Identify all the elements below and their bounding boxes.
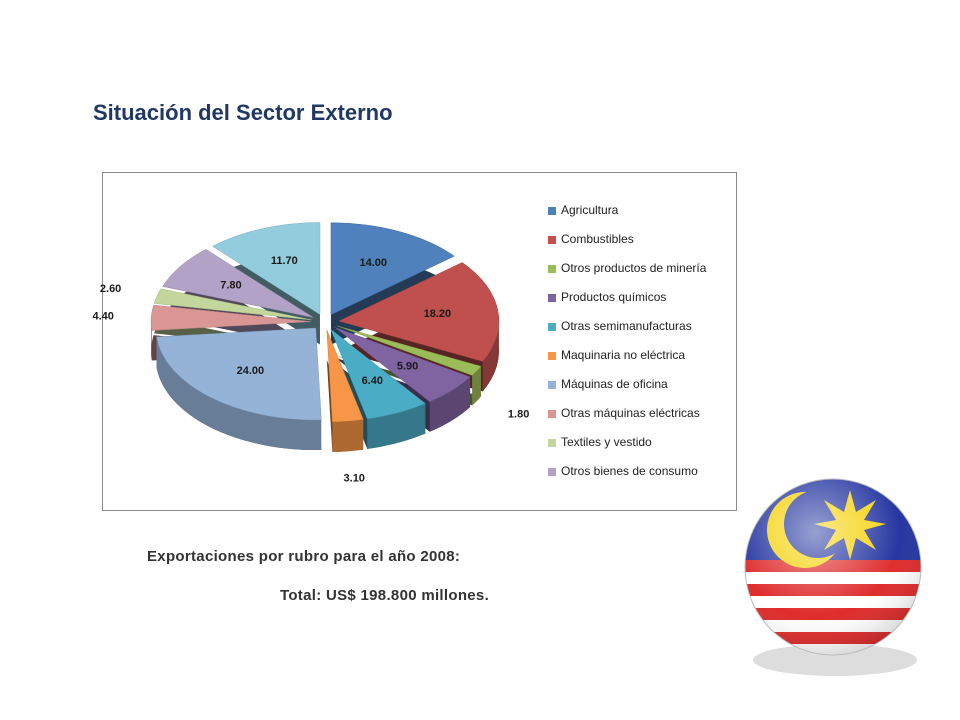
slice bbox=[338, 262, 500, 362]
legend-swatch bbox=[548, 352, 556, 360]
slice bbox=[150, 304, 312, 331]
slice-side bbox=[482, 321, 499, 392]
slice bbox=[330, 328, 426, 420]
data-label: 24.00 bbox=[237, 365, 265, 377]
legend-swatch bbox=[548, 236, 556, 244]
data-label: 1.80 bbox=[508, 408, 529, 420]
data-label: 14.00 bbox=[359, 257, 387, 269]
legend-swatch bbox=[548, 468, 556, 476]
slice-side bbox=[151, 321, 152, 361]
data-label: 11.70 bbox=[271, 255, 298, 267]
legend-label: Maquinaria no eléctrica bbox=[561, 348, 685, 362]
legend-swatch bbox=[548, 265, 556, 273]
pie-chart: 14.00 18.20 1.80 5.90 6.40 3.10 24.00 4.40 2.60 7… bbox=[92, 203, 706, 484]
legend-label: Agricultura bbox=[561, 203, 619, 217]
legend-label: Textiles y vestido bbox=[561, 435, 652, 449]
legend-swatch bbox=[548, 439, 556, 447]
slice bbox=[162, 249, 314, 318]
slice bbox=[337, 325, 482, 376]
data-label: 6.40 bbox=[362, 375, 383, 387]
slice bbox=[330, 222, 455, 316]
legend-label: Otros bienes de consumo bbox=[561, 464, 698, 478]
legend-swatch bbox=[548, 381, 556, 389]
slice bbox=[156, 327, 322, 421]
legend-swatch bbox=[548, 294, 556, 302]
legend-label: Productos químicos bbox=[561, 290, 666, 304]
data-label: 4.40 bbox=[92, 310, 113, 322]
legend-swatch bbox=[548, 207, 556, 215]
legend-label: Otras semimanufacturas bbox=[561, 319, 692, 333]
slice-side bbox=[156, 336, 322, 451]
legend-label: Máquinas de oficina bbox=[561, 377, 668, 391]
slice bbox=[153, 288, 312, 321]
caption-line: Exportaciones por rubro para el año 2008… bbox=[147, 548, 460, 565]
slice-side bbox=[332, 419, 364, 452]
slide-title: Situación del Sector Externo bbox=[93, 100, 393, 125]
slice-side bbox=[367, 403, 426, 449]
data-label: 7.80 bbox=[220, 280, 241, 292]
slice bbox=[326, 329, 364, 423]
flag-globe bbox=[744, 478, 922, 676]
caption-line: Total: US$ 198.800 millones. bbox=[280, 587, 489, 604]
legend-swatch bbox=[548, 410, 556, 418]
legend-label: Otros productos de minería bbox=[561, 261, 707, 275]
data-label: 5.90 bbox=[397, 360, 418, 372]
slice bbox=[212, 222, 321, 315]
slice-side bbox=[472, 366, 481, 406]
slice-side bbox=[429, 376, 471, 432]
slice bbox=[335, 327, 471, 403]
legend-label: Otras máquinas eléctricas bbox=[561, 406, 700, 420]
data-label: 3.10 bbox=[344, 472, 365, 484]
legend-swatch bbox=[548, 323, 556, 331]
data-label: 18.20 bbox=[424, 308, 452, 320]
legend-label: Combustibles bbox=[561, 232, 634, 246]
data-label: 2.60 bbox=[100, 283, 121, 295]
